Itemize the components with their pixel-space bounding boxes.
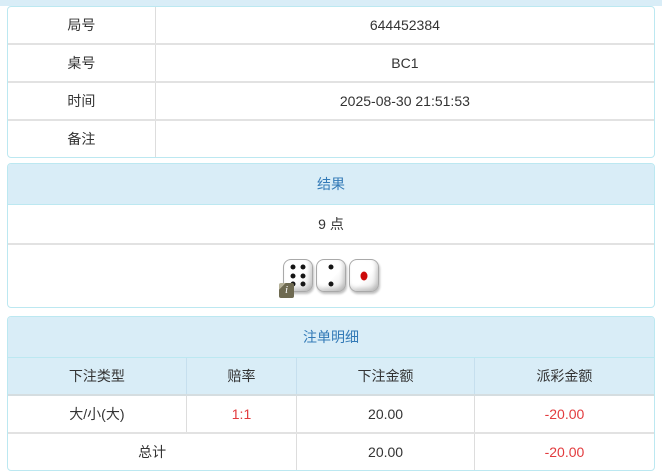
- round-id-value: 644452384: [155, 7, 654, 45]
- game-info-panel: 局号 644452384 桌号 BC1 时间 2025-08-30 21:51:…: [7, 6, 655, 158]
- table-row: 桌号 BC1: [8, 44, 654, 83]
- die-2-icon: [316, 259, 346, 292]
- round-id-label: 局号: [8, 7, 156, 45]
- total-payout-cell: -20.00: [473, 433, 654, 470]
- die-pip: [328, 281, 334, 287]
- odds-cell: 1:1: [185, 395, 297, 434]
- total-bet-amount-cell: 20.00: [296, 433, 475, 470]
- total-label-cell: 总计: [138, 444, 167, 460]
- top-bar: [0, 0, 662, 6]
- die-pip: [328, 264, 334, 270]
- dice-container: i: [279, 259, 379, 298]
- game-info-table: 局号 644452384 桌号 BC1 时间 2025-08-30 21:51:…: [8, 7, 654, 157]
- table-header-row: 下注类型 赔率 下注金额 派彩金额: [8, 358, 654, 396]
- die-pip: [290, 264, 296, 270]
- result-panel-title: 结果: [8, 164, 654, 205]
- bet-amount-cell: 20.00: [296, 395, 475, 434]
- info-icon[interactable]: i: [279, 283, 294, 298]
- page: 局号 644452384 桌号 BC1 时间 2025-08-30 21:51:…: [0, 6, 662, 471]
- table-row: 时间 2025-08-30 21:51:53: [8, 82, 654, 121]
- col-header-payout-amount: 派彩金额: [473, 358, 654, 396]
- die-pip: [300, 281, 306, 287]
- col-header-bet-amount: 下注金额: [296, 358, 475, 396]
- bet-details-table: 下注类型 赔率 下注金额 派彩金额 大/小(大) 1:1 20.00 -20.0…: [8, 358, 654, 470]
- die-pip: [290, 273, 296, 278]
- dice-row: i: [8, 245, 654, 307]
- result-panel: 结果 9 点 i: [7, 163, 655, 308]
- table-row: 局号 644452384: [8, 7, 654, 45]
- table-id-value: BC1: [155, 44, 654, 83]
- remark-label: 备注: [8, 120, 156, 157]
- die-pip: [300, 264, 306, 270]
- table-row: 大/小(大) 1:1 20.00 -20.00: [8, 395, 654, 434]
- bet-details-panel: 注单明细 下注类型 赔率 下注金额 派彩金额 大/小(大) 1:1 20.00 …: [7, 316, 655, 471]
- die-pip: [300, 273, 306, 278]
- remark-value: [155, 120, 654, 157]
- die-pip: [360, 271, 368, 280]
- die-1-icon: [349, 259, 379, 292]
- table-id-label: 桌号: [8, 44, 156, 83]
- time-label: 时间: [8, 82, 156, 121]
- bet-type-cell: 大/小(大): [8, 395, 187, 434]
- total-row: 总计 20.00 -20.00: [8, 433, 654, 470]
- col-header-bet-type: 下注类型: [8, 358, 187, 396]
- payout-amount-cell: -20.00: [473, 395, 654, 434]
- die-6-icon: i: [279, 259, 313, 298]
- result-points: 9 点: [8, 205, 654, 245]
- table-row: 备注: [8, 120, 654, 157]
- bet-details-title: 注单明细: [8, 317, 654, 358]
- time-value: 2025-08-30 21:51:53: [155, 82, 654, 121]
- col-header-odds: 赔率: [185, 358, 297, 396]
